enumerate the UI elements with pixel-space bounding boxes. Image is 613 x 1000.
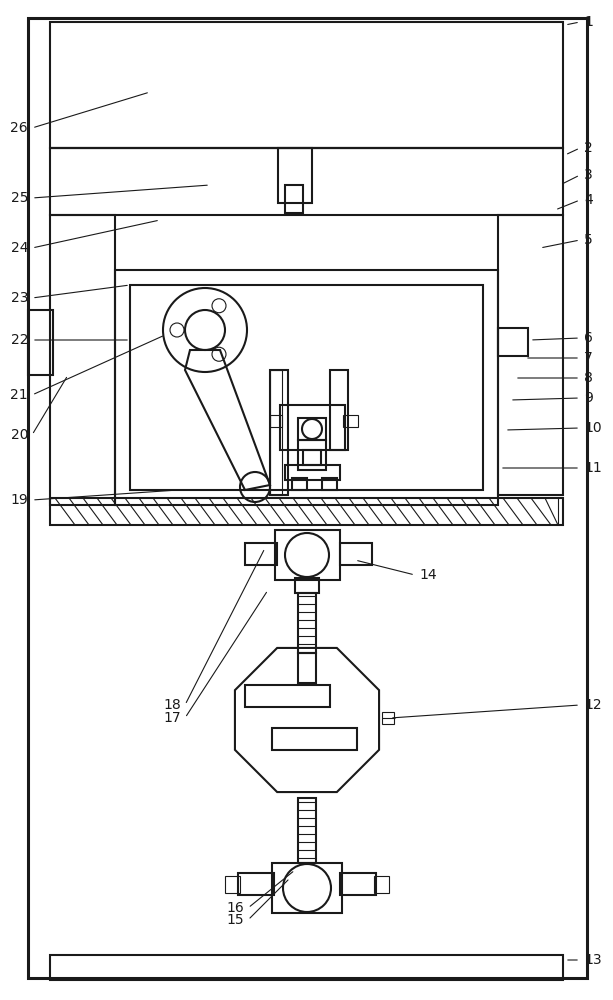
Bar — [330, 370, 348, 450]
Text: 23: 23 — [10, 291, 28, 305]
Text: 22: 22 — [10, 333, 28, 347]
Bar — [280, 405, 345, 450]
Text: 15: 15 — [226, 913, 244, 927]
Bar — [238, 873, 274, 895]
Text: 21: 21 — [10, 388, 28, 402]
Bar — [245, 685, 330, 707]
Bar — [130, 285, 483, 490]
Bar — [340, 543, 372, 565]
Bar — [50, 148, 563, 215]
Bar — [298, 653, 316, 683]
Bar — [498, 328, 528, 356]
Text: 13: 13 — [584, 953, 601, 967]
Text: 16: 16 — [226, 901, 244, 915]
Text: 17: 17 — [164, 711, 181, 725]
Bar — [50, 215, 115, 505]
Text: 18: 18 — [163, 698, 181, 712]
Text: 4: 4 — [584, 193, 593, 207]
Text: 8: 8 — [584, 371, 593, 385]
Text: 19: 19 — [10, 493, 28, 507]
Text: 10: 10 — [584, 421, 601, 435]
Text: 26: 26 — [10, 121, 28, 135]
Text: 12: 12 — [584, 698, 601, 712]
Bar — [28, 310, 53, 375]
Bar — [115, 270, 498, 505]
Text: 3: 3 — [584, 168, 593, 182]
Bar — [298, 798, 316, 863]
Bar — [245, 543, 277, 565]
Text: 9: 9 — [584, 391, 593, 405]
Bar — [270, 370, 288, 495]
Text: 5: 5 — [584, 233, 593, 247]
Bar — [275, 530, 340, 580]
Bar — [285, 465, 340, 480]
Text: 24: 24 — [10, 241, 28, 255]
Bar — [50, 498, 563, 525]
Bar — [303, 450, 321, 465]
Bar — [382, 712, 394, 724]
Bar — [322, 478, 337, 490]
Bar — [498, 215, 563, 495]
Bar — [270, 370, 282, 495]
Text: 25: 25 — [10, 191, 28, 205]
Bar — [285, 185, 303, 213]
Text: 11: 11 — [584, 461, 602, 475]
Bar — [340, 873, 376, 895]
Bar — [292, 478, 307, 490]
Bar — [278, 148, 312, 203]
Text: 20: 20 — [10, 428, 28, 442]
Bar — [50, 955, 563, 980]
Text: 2: 2 — [584, 141, 593, 155]
Bar — [50, 22, 563, 148]
Text: 14: 14 — [419, 568, 436, 582]
Text: 7: 7 — [584, 351, 593, 365]
Text: 6: 6 — [584, 331, 593, 345]
Bar — [374, 876, 389, 893]
Bar — [272, 728, 357, 750]
Text: 1: 1 — [584, 15, 593, 29]
Bar — [225, 876, 240, 893]
Bar — [298, 418, 326, 440]
Bar — [272, 863, 342, 913]
Bar — [343, 415, 358, 427]
Bar — [298, 593, 316, 653]
Bar — [270, 415, 282, 427]
Bar — [298, 440, 326, 470]
Bar — [295, 578, 319, 593]
